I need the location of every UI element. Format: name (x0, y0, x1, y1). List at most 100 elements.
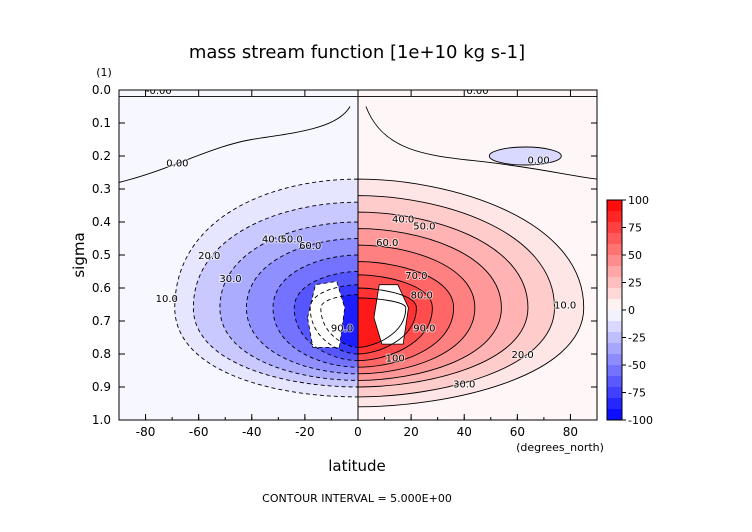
contour-label-20: 30.0 (453, 380, 475, 391)
southern-cell-contour-line-6 (309, 284, 359, 355)
contour-label-12: 60.0 (376, 238, 398, 249)
x-unit-label: (degrees_north) (516, 441, 604, 454)
colorbar-tick-label: -50 (628, 359, 646, 372)
y-tick-label: 0.0 (92, 83, 111, 97)
contour-label-7: 40.0 (262, 235, 284, 246)
y-tick-label: 0.1 (92, 116, 111, 130)
northern-cell-contour-line-7 (357, 287, 417, 355)
small-cell-north-upper (488, 146, 562, 166)
colorbar-band (607, 211, 622, 222)
contour-label-10: 40.0 (392, 215, 414, 226)
colorbar-band (607, 266, 622, 277)
colorbar-tick-label: -75 (628, 387, 646, 400)
colorbar-band (607, 233, 622, 244)
colorbar-band (607, 343, 622, 354)
colorbar-band (607, 387, 622, 398)
x-tick-label: 40 (457, 425, 472, 439)
contour-label-13: 70.0 (405, 271, 427, 282)
y-tick-label: 0.3 (92, 182, 111, 196)
contour-label-9: 60.0 (299, 241, 321, 252)
contour-label-4: 10.0 (156, 294, 178, 305)
x-tick-label: 60 (510, 425, 525, 439)
northern-cell-contour-line-1 (357, 195, 555, 398)
contour-label-1: 0.00 (466, 86, 488, 97)
y-tick-label: 0.4 (92, 215, 111, 229)
colorbar-band (607, 332, 622, 343)
colorbar-band (607, 244, 622, 255)
northern-cell-contour-line-8 (357, 297, 407, 348)
y-unit-label: (1) (96, 66, 112, 79)
colorbar: 100 75 50 25 0 -25 -50 -75 -100 (606, 194, 653, 427)
colorbar-band (607, 200, 622, 211)
contour-interval-note: CONTOUR INTERVAL = 5.000E+00 (262, 492, 452, 505)
x-axis-title: latitude (328, 457, 386, 475)
contour-label-5: 20.0 (198, 251, 220, 262)
chart-title: mass stream function [1e+10 kg s-1] (189, 42, 525, 63)
northern-cell-contour-line-0 (357, 178, 585, 408)
colorbar-band (607, 277, 622, 288)
colorbar-band (607, 376, 622, 387)
contour-label-0: -0.00 (146, 86, 172, 97)
contour-label-8: 50.0 (280, 235, 302, 246)
colorbar-tick-label: 50 (628, 249, 642, 262)
northern-cell-contour-line-4 (357, 244, 476, 375)
x-tick-label: -20 (295, 425, 315, 439)
y-tick-label: 0.5 (92, 248, 111, 262)
colorbar-band (607, 299, 622, 310)
colorbar-band (607, 398, 622, 409)
southern-cell-contour-line-7 (320, 294, 359, 348)
contour-label-16: 100 (386, 353, 405, 364)
colorbar-band (607, 365, 622, 376)
colorbar-band (607, 255, 622, 266)
contour-label-3: 0.00 (527, 155, 549, 166)
y-tick-label: 0.6 (92, 281, 111, 295)
y-axis-title: sigma (70, 232, 88, 277)
northern-cell-contour-line-3 (357, 228, 502, 381)
contour-label-11: 50.0 (413, 221, 435, 232)
contour-label-17: 90.0 (331, 324, 353, 335)
x-tick-label: -60 (189, 425, 209, 439)
colorbar-band (607, 409, 622, 420)
colorbar-tick-label: -100 (628, 414, 653, 427)
x-tick-label: 0 (354, 425, 362, 439)
colorbar-band (607, 310, 622, 321)
colorbar-band (607, 354, 622, 365)
colorbar-band (607, 222, 622, 233)
southern-cell-contour-line-0 (174, 178, 359, 398)
contour-label-15: 90.0 (413, 324, 435, 335)
y-tick-label: 0.8 (92, 347, 111, 361)
northern-cell-contour-line-6 (357, 274, 433, 362)
southern-cell-contour-line-5 (293, 271, 359, 362)
contour-label-18: 10.0 (554, 301, 576, 312)
contour-label-19: 20.0 (512, 350, 534, 361)
zero-contour-southern-lobe (119, 106, 351, 183)
contour-label-14: 80.0 (411, 291, 433, 302)
y-tick-label: 1.0 (92, 413, 111, 427)
plot-area: -0.00 0.000.00 0.0010.020.030.040.050.060.… (118, 86, 598, 421)
y-tick-label: 0.2 (92, 149, 111, 163)
southern-cell-contour-line-4 (272, 254, 359, 368)
y-axis: 0.0 0.1 0.2 0.3 0.4 0.5 0.6 0.7 0.8 0.9 1.0 (92, 83, 597, 427)
colorbar-band (607, 288, 622, 299)
contour-label-6: 30.0 (219, 274, 241, 285)
northern-cell-contour-line-5 (357, 261, 455, 368)
x-tick-label: -40 (242, 425, 262, 439)
colorbar-tick-label: 100 (628, 194, 649, 207)
y-tick-label: 0.9 (92, 380, 111, 394)
x-tick-label: 80 (563, 425, 578, 439)
zero-contour-northern-lobe (365, 106, 597, 180)
x-axis: -80 -60 -40 -20 0 20 40 60 80 (118, 90, 598, 439)
colorbar-tick-label: 0 (628, 304, 635, 317)
x-tick-label: 20 (403, 425, 418, 439)
x-tick-label: -80 (136, 425, 156, 439)
y-tick-label: 0.7 (92, 314, 111, 328)
southern-cell-contour-line-1 (192, 201, 359, 388)
northern-cell-contour-line-2 (357, 211, 529, 388)
southern-cell-contour-line-2 (219, 221, 359, 381)
colorbar-tick-label: 75 (628, 222, 642, 235)
colorbar-tick-label: 25 (628, 277, 642, 290)
contour-label-2: 0.00 (166, 159, 188, 170)
colorbar-tick-label: -25 (628, 332, 646, 345)
colorbar-band (607, 321, 622, 332)
